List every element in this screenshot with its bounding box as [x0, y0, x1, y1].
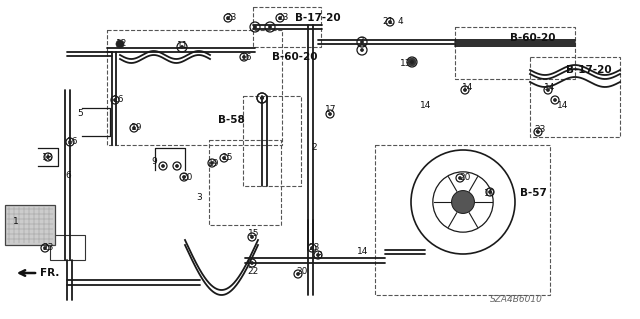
Text: 14: 14 [357, 248, 369, 256]
Circle shape [269, 26, 271, 28]
Text: 13: 13 [400, 58, 412, 68]
Text: 11: 11 [177, 41, 189, 50]
Circle shape [68, 140, 72, 144]
Text: 20: 20 [296, 268, 307, 277]
Text: 21: 21 [382, 18, 394, 26]
Circle shape [116, 40, 124, 48]
Text: 14: 14 [544, 84, 556, 93]
Text: 14: 14 [420, 100, 431, 109]
Text: 14: 14 [557, 101, 568, 110]
Text: 4: 4 [398, 18, 404, 26]
Text: B-58: B-58 [218, 115, 244, 125]
Text: 23: 23 [277, 12, 289, 21]
Text: 9: 9 [151, 158, 157, 167]
Circle shape [317, 254, 319, 256]
Circle shape [223, 157, 225, 160]
Text: B-57: B-57 [520, 188, 547, 198]
Text: B-17-20: B-17-20 [566, 65, 612, 75]
Text: 15: 15 [222, 153, 234, 162]
Circle shape [132, 127, 136, 130]
Bar [375, 145, 550, 295]
Circle shape [458, 176, 461, 180]
Text: 1: 1 [13, 218, 19, 226]
Circle shape [554, 99, 557, 101]
Circle shape [44, 247, 47, 249]
Text: 3: 3 [196, 194, 202, 203]
Text: 16: 16 [113, 94, 125, 103]
Text: 14: 14 [462, 84, 474, 93]
Text: B-17-20: B-17-20 [295, 13, 340, 23]
Bar [455, 27, 575, 79]
Circle shape [253, 26, 257, 28]
Circle shape [113, 99, 116, 101]
Circle shape [278, 17, 282, 19]
Bar [243, 96, 301, 186]
Text: 12: 12 [116, 39, 127, 48]
Text: 23: 23 [534, 125, 545, 135]
Circle shape [463, 88, 467, 92]
Text: 7: 7 [358, 38, 364, 47]
Text: 23: 23 [225, 12, 236, 21]
Circle shape [408, 58, 416, 66]
Text: 10: 10 [484, 189, 495, 197]
Circle shape [360, 41, 364, 43]
Text: 15: 15 [248, 228, 259, 238]
Text: 22: 22 [247, 266, 259, 276]
Bar [530, 57, 620, 137]
Circle shape [328, 113, 332, 115]
Circle shape [161, 165, 164, 167]
Text: 16: 16 [241, 54, 253, 63]
Bar [50, 235, 85, 260]
Text: 6: 6 [65, 170, 71, 180]
Text: FR.: FR. [40, 268, 60, 278]
Bar [5, 205, 55, 245]
Text: 5: 5 [77, 108, 83, 117]
Bar [209, 140, 281, 225]
Text: SZA4B6010: SZA4B6010 [490, 295, 543, 305]
Circle shape [250, 235, 253, 239]
Circle shape [310, 247, 314, 249]
Text: 23: 23 [308, 242, 319, 251]
Circle shape [488, 190, 492, 194]
Circle shape [243, 56, 246, 58]
Circle shape [250, 262, 253, 264]
Text: 20: 20 [181, 173, 193, 182]
Circle shape [175, 165, 179, 167]
Text: B-60-20: B-60-20 [272, 52, 317, 62]
Circle shape [536, 130, 540, 133]
Circle shape [296, 272, 300, 276]
Circle shape [452, 190, 474, 213]
Circle shape [211, 161, 214, 165]
Text: 8: 8 [316, 250, 322, 259]
Circle shape [180, 46, 184, 48]
Bar [107, 30, 282, 145]
Circle shape [360, 48, 364, 51]
Bar [253, 7, 321, 47]
Circle shape [547, 88, 550, 92]
Text: 18: 18 [42, 152, 54, 161]
Circle shape [227, 17, 230, 19]
Circle shape [410, 61, 413, 63]
Text: 19: 19 [131, 123, 143, 132]
Text: 2: 2 [311, 144, 317, 152]
Circle shape [388, 20, 392, 24]
Text: B-60-20: B-60-20 [510, 33, 556, 43]
Circle shape [182, 175, 186, 179]
Circle shape [260, 97, 264, 100]
Text: 16: 16 [67, 137, 79, 145]
Text: 23: 23 [42, 242, 53, 251]
Text: 19: 19 [208, 159, 220, 167]
Circle shape [47, 155, 49, 159]
Text: 20: 20 [459, 174, 470, 182]
Circle shape [260, 97, 264, 100]
Text: 17: 17 [325, 106, 337, 115]
